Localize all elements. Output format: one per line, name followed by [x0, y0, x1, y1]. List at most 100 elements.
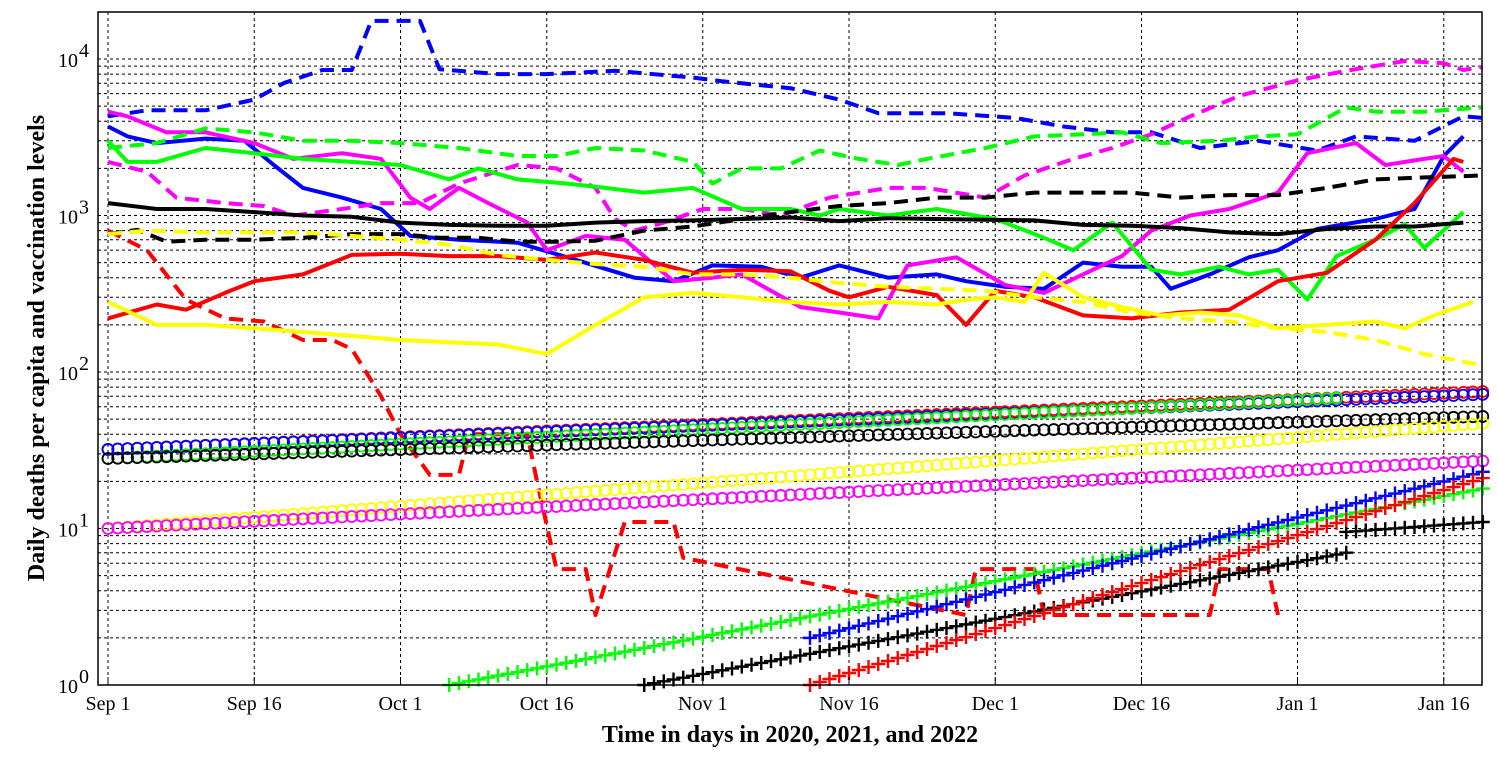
marker-point — [959, 592, 973, 607]
marker-point — [1310, 392, 1324, 406]
marker-point — [1124, 551, 1139, 566]
marker-point — [1213, 467, 1226, 481]
marker-point — [891, 483, 905, 497]
marker-point — [257, 447, 271, 461]
marker-point — [1447, 456, 1460, 469]
marker-point — [968, 589, 983, 604]
marker-point — [979, 454, 992, 468]
marker-point — [501, 426, 515, 440]
marker-point — [929, 622, 944, 637]
marker-point — [608, 436, 622, 450]
marker-point — [901, 427, 914, 441]
marker-point — [783, 613, 798, 628]
marker-point — [930, 481, 944, 495]
marker-point — [1183, 575, 1198, 590]
marker-point — [1222, 567, 1237, 582]
marker-point — [666, 672, 681, 687]
marker-point — [1437, 456, 1451, 470]
marker-point — [823, 430, 836, 443]
marker-point — [656, 637, 671, 652]
marker-point — [1252, 434, 1265, 447]
marker-point — [676, 633, 691, 648]
marker-point — [559, 499, 573, 513]
marker-point — [530, 661, 544, 676]
y-tick-exponent: 1 — [79, 509, 89, 531]
marker-point — [842, 485, 856, 499]
marker-point — [1085, 561, 1100, 576]
marker-point — [150, 519, 164, 533]
marker-point — [1242, 466, 1256, 479]
marker-point — [930, 426, 944, 440]
marker-point — [1095, 588, 1110, 603]
marker-point — [949, 594, 964, 609]
marker-point — [1251, 540, 1266, 555]
marker-point — [403, 430, 417, 444]
marker-point — [1174, 419, 1187, 433]
marker-point — [813, 417, 827, 430]
marker-point — [920, 411, 934, 425]
marker-point — [1085, 591, 1100, 606]
marker-point — [823, 416, 836, 430]
marker-point — [1008, 407, 1022, 421]
marker-point — [979, 409, 992, 422]
marker-point — [842, 465, 856, 479]
marker-point — [598, 648, 613, 663]
marker-point — [1339, 545, 1354, 560]
marker-point — [920, 459, 934, 473]
marker-point — [1096, 421, 1109, 435]
marker-point — [979, 478, 992, 492]
marker-point — [939, 621, 954, 636]
marker-point — [793, 648, 808, 663]
marker-point — [881, 632, 895, 647]
series-layer — [106, 18, 1484, 617]
marker-point — [745, 490, 758, 504]
marker-point — [1398, 458, 1412, 472]
marker-point — [910, 645, 925, 660]
marker-point — [1466, 417, 1480, 431]
marker-point — [1202, 532, 1217, 547]
marker-point — [101, 452, 115, 465]
marker-point — [530, 431, 544, 444]
marker-point — [1027, 609, 1042, 624]
marker-point — [121, 442, 134, 456]
marker-point — [394, 507, 407, 521]
marker-point — [940, 480, 953, 494]
marker-point — [628, 435, 641, 449]
marker-point — [676, 493, 690, 507]
marker-point — [744, 657, 759, 672]
marker-point — [1047, 449, 1061, 463]
markers-layer — [101, 385, 1490, 692]
marker-point — [862, 414, 875, 428]
marker-point — [1164, 419, 1178, 433]
marker-point — [764, 489, 778, 503]
marker-point — [1261, 560, 1276, 575]
marker-point — [647, 639, 661, 654]
marker-point — [754, 618, 769, 633]
marker-point — [1271, 394, 1285, 408]
marker-point — [803, 487, 817, 501]
marker-point — [1310, 522, 1324, 537]
marker-point — [812, 607, 827, 622]
marker-point — [998, 408, 1012, 421]
marker-point — [1281, 394, 1295, 407]
marker-point — [1359, 425, 1373, 439]
marker-point — [1008, 477, 1022, 491]
marker-point — [1232, 546, 1246, 561]
marker-point — [978, 624, 993, 639]
marker-point — [1339, 461, 1353, 475]
marker-point — [1076, 563, 1090, 578]
marker-point — [433, 496, 446, 510]
marker-point — [1154, 470, 1168, 484]
marker-point — [140, 450, 154, 464]
marker-point — [520, 663, 535, 678]
marker-point — [1193, 468, 1207, 482]
marker-point — [813, 430, 827, 444]
marker-point — [1359, 460, 1373, 474]
marker-point — [735, 473, 749, 487]
marker-point — [472, 503, 485, 517]
marker-point — [900, 590, 915, 605]
marker-point — [1135, 443, 1148, 456]
marker-point — [784, 418, 797, 432]
marker-point — [462, 428, 476, 442]
